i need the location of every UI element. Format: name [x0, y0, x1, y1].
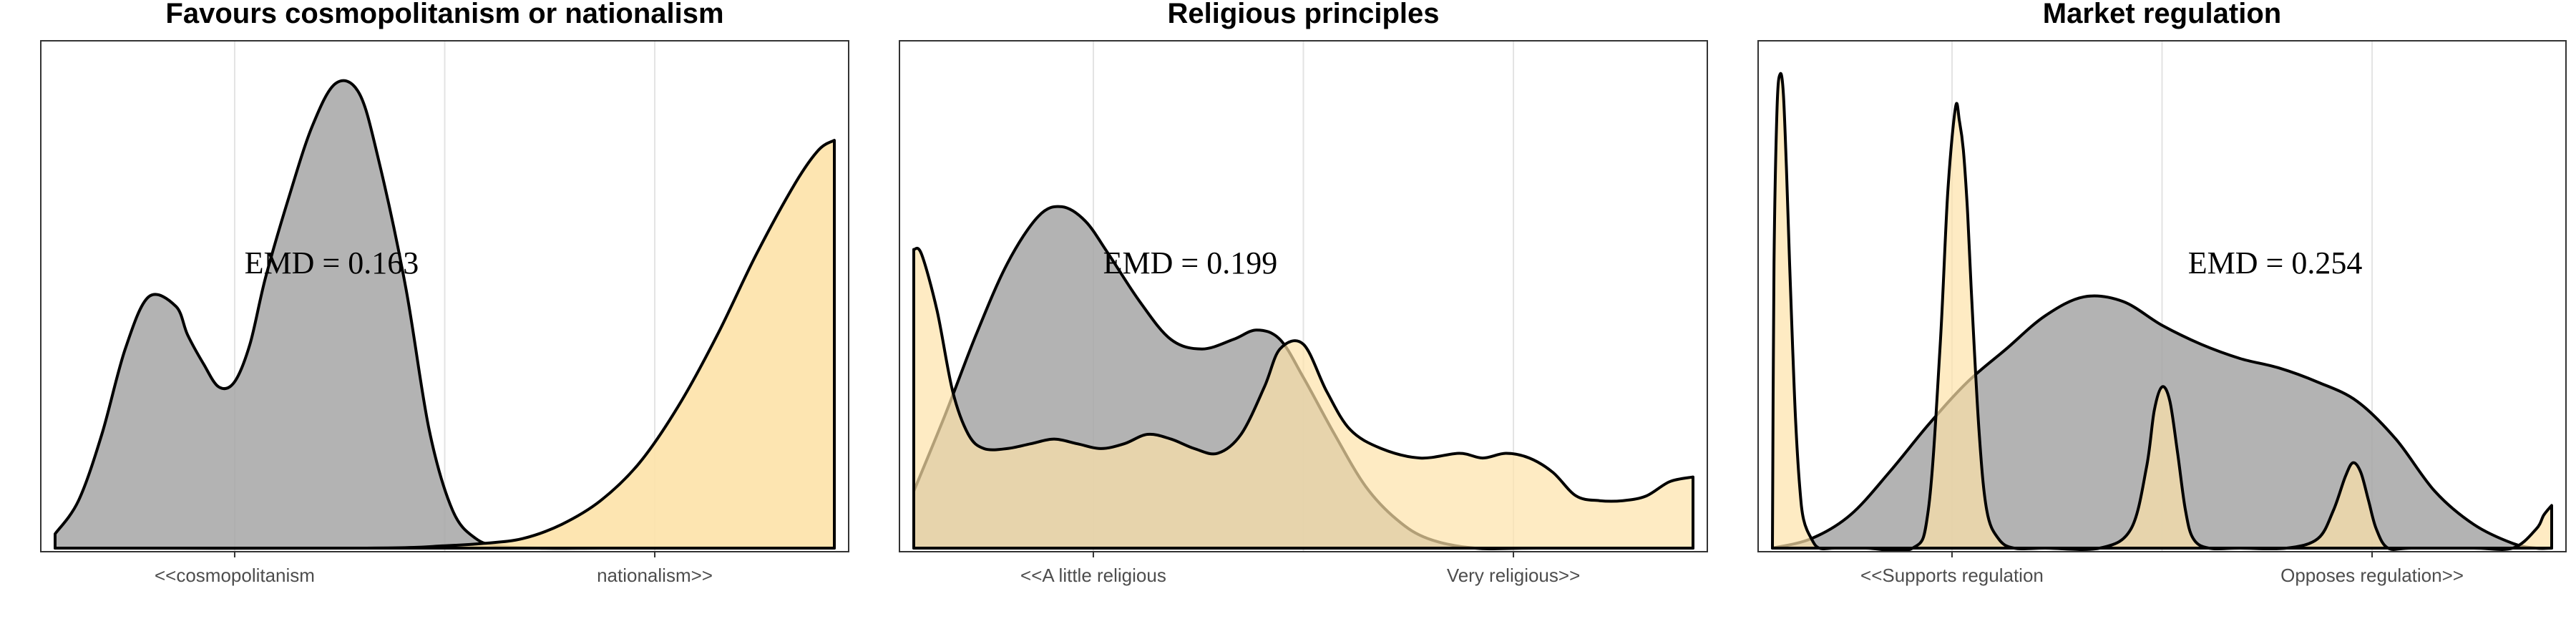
x-tick-label: Opposes regulation>>	[2280, 565, 2464, 586]
panel-title: Market regulation	[2043, 0, 2281, 29]
panel-title: Religious principles	[1167, 0, 1439, 29]
density-area-2	[54, 139, 836, 550]
panel-title: Favours cosmopolitanism or nationalism	[165, 0, 723, 29]
panel-border	[899, 40, 1708, 552]
panel-border	[1757, 40, 2567, 552]
panel-3: Market regulation EMD = 0.254 <<Supports r…	[1757, 0, 2567, 586]
emd-annotation: EMD = 0.163	[245, 245, 419, 280]
panel-border	[40, 40, 849, 552]
panel-2: Religious principles EMD = 0.199 <<A littl…	[899, 0, 1708, 586]
x-tick-label: <<cosmopolitanism	[155, 565, 315, 586]
x-tick-label: <<Supports regulation	[1860, 565, 2044, 586]
x-tick-label: Very religious>>	[1447, 565, 1580, 586]
x-tick-label: nationalism>>	[597, 565, 713, 586]
emd-annotation: EMD = 0.199	[1103, 245, 1278, 280]
x-tick-label: <<A little religious	[1020, 565, 1166, 586]
density-area-2	[912, 246, 1694, 550]
emd-annotation: EMD = 0.254	[2188, 245, 2363, 280]
panel-1: Favours cosmopolitanism or nationalism EM…	[40, 0, 849, 586]
density-area-2	[1771, 72, 2553, 552]
